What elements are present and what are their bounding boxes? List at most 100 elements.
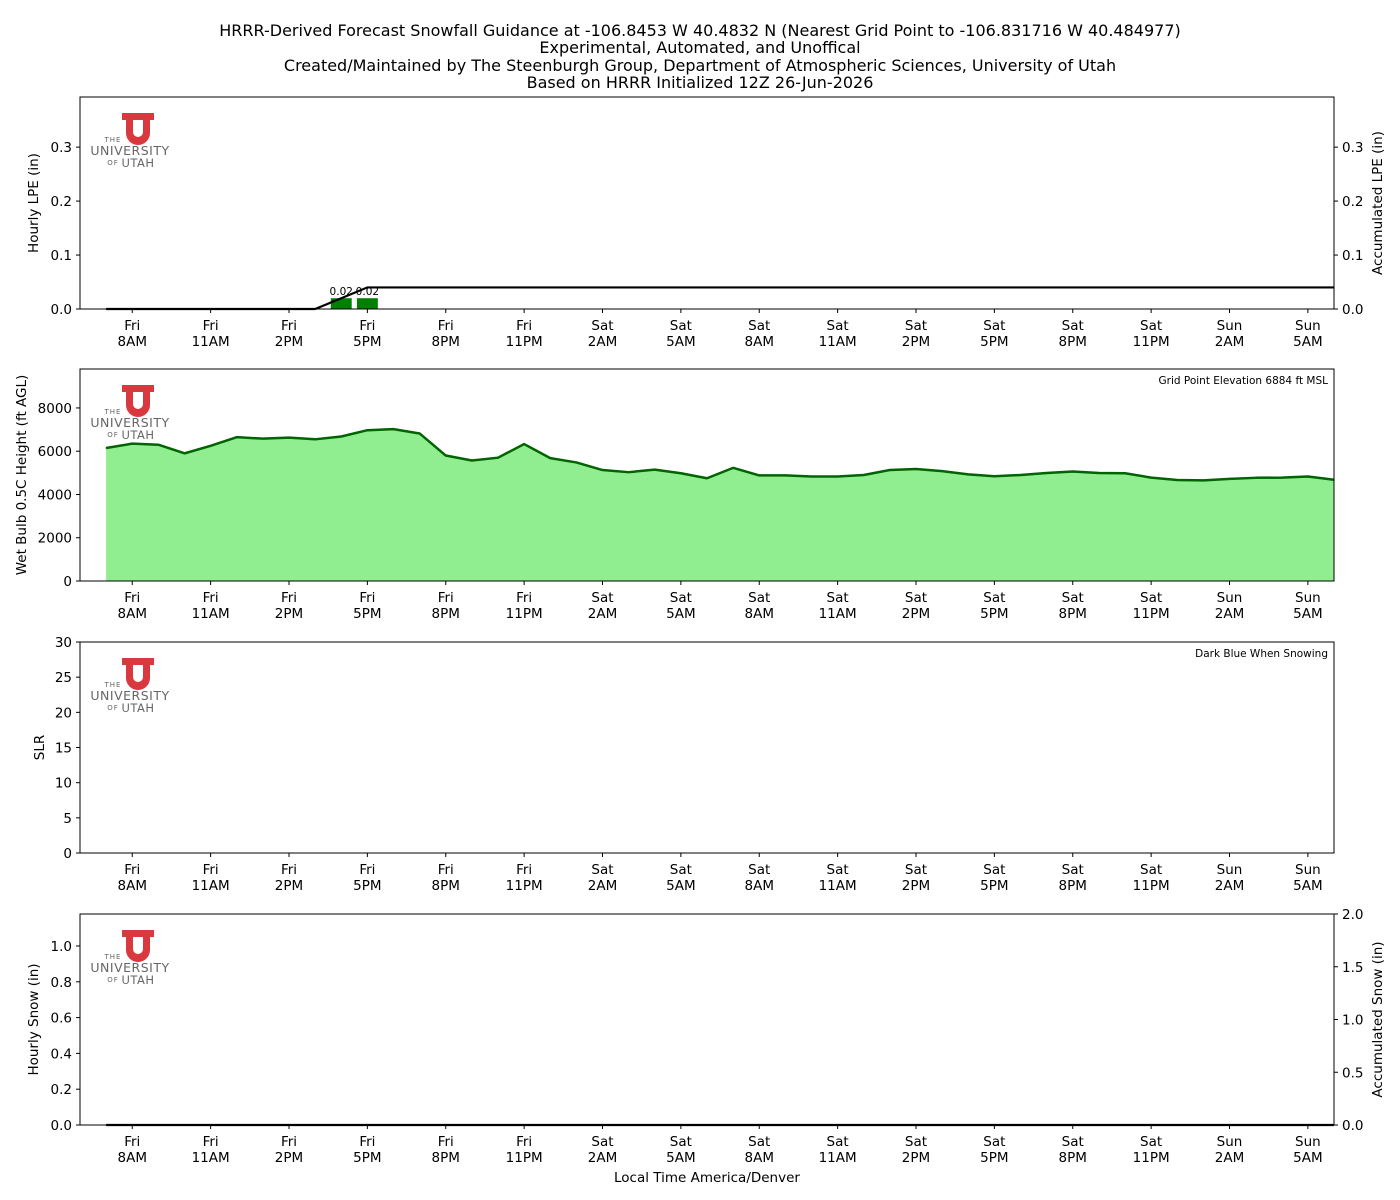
title-line-2: Experimental, Automated, and Unoffical xyxy=(539,38,860,57)
x-tick-day-label: Sun xyxy=(1295,318,1321,334)
y-tick-label: 0.1 xyxy=(51,248,72,264)
block-u-icon xyxy=(122,385,154,417)
y-axis-label: Hourly LPE (in) xyxy=(26,153,42,253)
x-tick-day-label: Sat xyxy=(670,862,692,878)
x-tick-time-label: 11AM xyxy=(192,1150,230,1166)
wetbulb-point-12 xyxy=(419,432,421,435)
x-tick-time-label: 5PM xyxy=(980,1150,1008,1166)
title-line-3: Created/Maintained by The Steenburgh Gro… xyxy=(284,56,1116,75)
logo-of-text: OF xyxy=(107,976,119,984)
wetbulb-point-19 xyxy=(601,469,604,471)
x-tick-day-label: Fri xyxy=(438,590,454,606)
x-tick-day-label: Fri xyxy=(203,1134,219,1150)
x-tick-day-label: Fri xyxy=(281,590,297,606)
x-tick-time-label: 8PM xyxy=(432,878,460,894)
x-tick-time-label: 8AM xyxy=(745,878,774,894)
x-tick-time-label: 2AM xyxy=(1215,334,1244,350)
wetbulb-point-44 xyxy=(1255,477,1257,479)
x-tick-day-label: Fri xyxy=(124,862,140,878)
y-tick-label: 0.3 xyxy=(51,140,72,156)
wetbulb-point-20 xyxy=(628,471,630,473)
figure-title: HRRR-Derived Forecast Snowfall Guidance … xyxy=(219,21,1181,92)
wetbulb-point-24 xyxy=(732,467,734,469)
wetbulb-point-18 xyxy=(575,461,577,464)
wetbulb-point-14 xyxy=(471,459,473,462)
wetbulb-area xyxy=(106,429,1334,581)
y-tick-label: 8000 xyxy=(38,401,72,417)
y-tick-label: 30 xyxy=(55,635,72,651)
x-tick-day-label: Fri xyxy=(203,862,219,878)
wetbulb-point-30 xyxy=(889,469,891,471)
wetbulb-point-37 xyxy=(1072,470,1074,473)
x-tick-day-label: Fri xyxy=(359,590,375,606)
y-tick-label: 0.0 xyxy=(51,302,72,318)
logo-the-text: THE xyxy=(104,953,122,961)
panel-note: Dark Blue When Snowing xyxy=(1195,648,1328,660)
x-tick-day-label: Sat xyxy=(983,1134,1005,1150)
x-tick-day-label: Sat xyxy=(748,590,770,606)
hourly-bar-1 xyxy=(356,298,378,309)
x-tick-day-label: Sat xyxy=(827,862,849,878)
x-tick-time-label: 2PM xyxy=(275,1150,303,1166)
x-tick-day-label: Fri xyxy=(124,318,140,334)
x-tick-day-label: Sun xyxy=(1295,862,1321,878)
x-tick-time-label: 8PM xyxy=(1059,606,1087,622)
wetbulb-point-23 xyxy=(706,477,708,479)
wetbulb-point-21 xyxy=(654,468,656,471)
logo-utah-text: UTAH xyxy=(121,973,154,987)
logo-the-text: THE xyxy=(104,136,122,144)
wetbulb-point-25 xyxy=(758,474,760,477)
x-tick-day-label: Sat xyxy=(1140,862,1162,878)
y2-axis-label: Accumulated LPE (in) xyxy=(1370,131,1386,275)
wetbulb-point-33 xyxy=(967,473,969,475)
logo-utah-text: UTAH xyxy=(121,701,154,715)
x-tick-time-label: 5AM xyxy=(666,1150,695,1166)
hourly-bar-0 xyxy=(330,298,352,309)
x-tick-day-label: Sat xyxy=(591,318,613,334)
y2-tick-label: 1.5 xyxy=(1342,960,1363,976)
x-tick-time-label: 8PM xyxy=(1059,878,1087,894)
x-tick-day-label: Sun xyxy=(1295,590,1321,606)
x-tick-time-label: 11PM xyxy=(506,606,543,622)
x-tick-day-label: Fri xyxy=(359,318,375,334)
x-tick-day-label: Sat xyxy=(748,318,770,334)
y2-tick-label: 0.2 xyxy=(1342,194,1363,210)
x-tick-time-label: 8AM xyxy=(745,1150,774,1166)
x-tick-time-label: 2PM xyxy=(275,334,303,350)
x-tick-time-label: 11AM xyxy=(819,1150,857,1166)
x-tick-time-label: 8AM xyxy=(118,878,147,894)
x-tick-day-label: Sat xyxy=(748,862,770,878)
panel-wetbulb: 02000400060008000Fri8AMFri11AMFri2PMFri5… xyxy=(14,368,1335,622)
x-tick-time-label: 2AM xyxy=(1215,606,1244,622)
x-tick-day-label: Sat xyxy=(670,590,692,606)
wetbulb-point-46 xyxy=(1307,475,1309,478)
x-tick-day-label: Sat xyxy=(1062,318,1084,334)
wetbulb-point-16 xyxy=(523,443,525,445)
x-tick-time-label: 11PM xyxy=(506,334,543,350)
x-tick-day-label: Fri xyxy=(438,318,454,334)
logo-utah-text: UTAH xyxy=(121,428,154,442)
x-tick-time-label: 5PM xyxy=(353,334,381,350)
axes-frame-snow xyxy=(79,913,1335,1126)
x-tick-day-label: Sat xyxy=(591,1134,613,1150)
y-axis-label: SLR xyxy=(32,735,48,760)
chart-panels: 0.02 0.020.00.10.20.30.00.10.20.3Fri8AMFr… xyxy=(14,96,1386,1166)
x-tick-time-label: 8AM xyxy=(118,606,147,622)
x-tick-time-label: 5AM xyxy=(666,878,695,894)
y-tick-label: 0 xyxy=(63,846,72,862)
logo-university-text: UNIVERSITY xyxy=(90,143,169,158)
x-tick-time-label: 2PM xyxy=(902,606,930,622)
wetbulb-point-1 xyxy=(131,443,133,445)
panel-slr: 051015202530Fri8AMFri11AMFri2PMFri5PMFri… xyxy=(32,635,1335,894)
wetbulb-point-28 xyxy=(837,475,839,478)
x-tick-time-label: 2PM xyxy=(902,1150,930,1166)
wetbulb-point-45 xyxy=(1281,476,1283,479)
x-tick-day-label: Fri xyxy=(516,590,532,606)
x-tick-time-label: 2PM xyxy=(275,606,303,622)
x-tick-day-label: Fri xyxy=(281,862,297,878)
wetbulb-point-15 xyxy=(497,457,499,459)
